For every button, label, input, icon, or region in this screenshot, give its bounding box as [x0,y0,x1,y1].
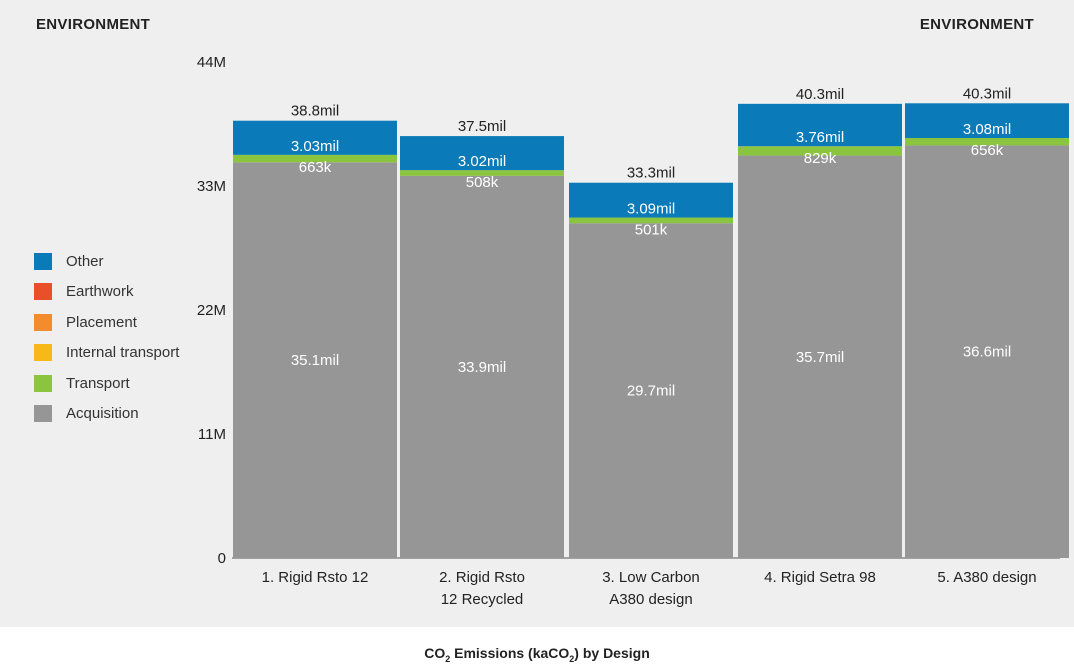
legend-item: Placement [34,307,179,338]
environment-label-left: ENVIRONMENT [36,16,151,33]
bar-label-transport: 656k [971,142,1004,159]
legend-label: Transport [66,374,130,392]
bar-segment-transport [233,154,397,163]
stacked-bar-chart: 0 11M 22M 33M 44M 35.1mil 663k 3.03mil 38.8mil 1.… [197,54,1069,608]
y-tick-label: 33M [197,178,226,195]
chart-title-sub2: 2 [569,653,575,664]
bar-label-acquisition: 33.9mil [458,359,506,376]
legend-swatch [34,344,52,362]
bar-label-acquisition: 35.7mil [796,349,844,366]
bar-total-label: 38.8mil [291,103,339,120]
x-category-label: 12 Recycled [441,591,524,608]
chart-title-mid: Emissions (kaCO [450,645,570,661]
bar-label-other: 3.76mil [796,129,844,146]
chart-title-sub1: 2 [445,653,451,664]
bar-label-transport: 829k [804,150,837,167]
bar-label-other: 3.02mil [458,153,506,170]
bar-segment-other [400,136,564,171]
legend-swatch [34,374,52,392]
x-category-label: 4. Rigid Setra 98 [764,569,876,586]
bar-label-other: 3.08mil [963,121,1011,138]
y-tick-label: 22M [197,302,226,319]
bar-segment-acquisition [400,175,564,558]
bar-segment-transport [905,138,1069,146]
x-category-label: 1. Rigid Rsto 12 [262,569,369,586]
bar-segment-other [905,103,1069,139]
bar-label-acquisition: 35.1mil [291,352,339,369]
legend-label: Placement [66,313,137,331]
bar-segment-transport [738,146,902,156]
legend-swatch [34,283,52,301]
bar-segment-other [233,120,397,155]
bar-total-label: 33.3mil [627,165,675,182]
environment-label-right: ENVIRONMENT [919,16,1034,33]
bar-segment-transport [400,170,564,176]
legend-item: Acquisition [34,399,179,430]
legend-label: Earthwork [66,283,134,301]
bar-label-transport: 501k [635,222,668,239]
legend-label: Internal transport [66,344,180,362]
chart-title-prefix: CO [424,645,446,661]
x-category-label: 3. Low Carbon [602,569,700,586]
y-tick-label: 44M [197,54,226,71]
bar-segment-transport [569,217,733,224]
bar-label-acquisition: 36.6mil [963,344,1011,361]
y-tick-label: 0 [218,550,226,567]
legend-swatch [34,313,52,331]
legend-label: Acquisition [66,405,139,423]
x-category-label: 2. Rigid Rsto [439,569,525,586]
legend-item: Transport [34,368,179,399]
chart-panel: ENVIRONMENT ENVIRONMENT Other Earthwork Pl… [0,0,1074,627]
bar-total-label: 40.3mil [963,85,1011,102]
chart-title-suffix: ) by Design [574,645,650,661]
legend-label: Other [66,252,104,270]
legend-item: Other [34,246,179,277]
bar-total-label: 40.3mil [796,86,844,103]
bar-label-transport: 663k [299,159,332,176]
x-category-label: A380 design [609,591,692,608]
chart-legend: Other Earthwork Placement Internal transpor… [34,246,179,429]
bar-segment-other [738,103,902,147]
x-category-label: 5. A380 design [937,569,1036,586]
bar-segment-acquisition [905,145,1069,558]
bar-segment-other [569,182,733,218]
legend-item: Earthwork [34,277,179,308]
bar-segment-acquisition [569,223,733,558]
legend-item: Internal transport [34,338,179,369]
bar-label-other: 3.09mil [627,201,675,218]
bar-label-acquisition: 29.7mil [627,383,675,400]
bar-segment-acquisition [738,155,902,558]
bar-label-other: 3.03mil [291,138,339,155]
legend-swatch [34,252,52,270]
bar-total-label: 37.5mil [458,118,506,135]
y-tick-label: 11M [198,426,226,443]
chart-title: CO2 Emissions (kaCO2) by Design [0,645,1074,664]
bar-label-transport: 508k [466,174,499,191]
legend-swatch [34,405,52,423]
bar-segment-acquisition [233,162,397,558]
